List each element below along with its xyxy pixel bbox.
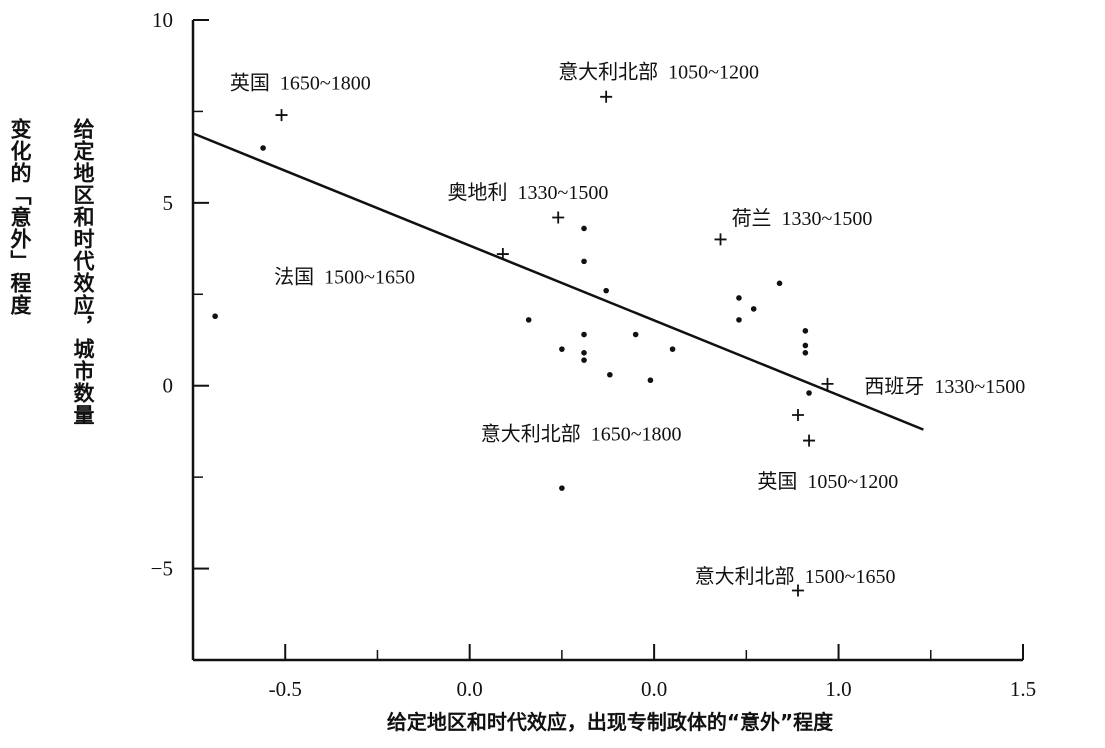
plus-data-point bbox=[275, 109, 288, 122]
regression-line bbox=[192, 132, 924, 431]
dot-data-point bbox=[581, 225, 587, 232]
point-annotation: 意大利北部 1500~1650 bbox=[695, 565, 896, 588]
dot-data-point bbox=[802, 328, 809, 334]
dot-data-point bbox=[559, 346, 565, 352]
x-axis-label: 给定地区和时代效应，出现专制政体的“意外”程度 bbox=[386, 710, 834, 734]
y-tick-label: −5 bbox=[151, 557, 173, 581]
point-annotation: 英国 1650~1800 bbox=[230, 71, 371, 94]
point-annotation: 英国 1050~1200 bbox=[757, 470, 898, 493]
plus-data-point bbox=[496, 248, 509, 261]
plus-data-point bbox=[791, 408, 804, 421]
dot-data-point bbox=[559, 485, 565, 491]
y-axis-label-line-2: 变化的「意外」程度 bbox=[8, 118, 32, 316]
y-tick-label: 10 bbox=[152, 8, 173, 32]
dot-data-point bbox=[525, 317, 532, 323]
dot-data-point bbox=[776, 280, 783, 287]
dot-data-point bbox=[603, 287, 609, 294]
dot-data-point bbox=[260, 145, 266, 151]
y-tick-label: 5 bbox=[163, 191, 174, 215]
point-annotation: 西班牙 1330~1500 bbox=[864, 375, 1025, 398]
point-annotation: 意大利北部 1650~1800 bbox=[481, 423, 682, 446]
dot-data-point bbox=[736, 295, 742, 301]
plus-data-point bbox=[821, 377, 834, 390]
dot-data-point bbox=[802, 342, 809, 349]
dot-data-point bbox=[736, 317, 742, 323]
x-tick-label: -0.5 bbox=[269, 677, 302, 701]
point-annotation: 法国 1500~1650 bbox=[274, 265, 415, 288]
dot-data-point bbox=[802, 350, 809, 356]
plus-data-point bbox=[714, 233, 727, 246]
dot-data-point bbox=[632, 331, 639, 338]
y-tick-label: 0 bbox=[163, 374, 174, 398]
plus-data-point bbox=[791, 584, 804, 597]
plus-data-point bbox=[552, 211, 565, 224]
x-tick-label: 1.5 bbox=[1010, 677, 1036, 701]
dot-data-point bbox=[581, 331, 587, 338]
dot-data-point bbox=[647, 377, 654, 384]
dot-data-point bbox=[581, 357, 587, 363]
dot-data-point bbox=[581, 350, 587, 356]
plus-data-point bbox=[600, 90, 613, 103]
dot-data-point bbox=[212, 313, 218, 320]
dot-data-point bbox=[607, 371, 613, 378]
x-tick-label: 0.0 bbox=[641, 677, 667, 701]
dot-data-point bbox=[806, 390, 812, 396]
dot-data-point bbox=[581, 258, 587, 265]
x-tick-label: 0.0 bbox=[457, 677, 483, 701]
y-axis-label-line-1: 给定地区和时代效应，城市数量 bbox=[71, 118, 95, 426]
dot-data-point bbox=[750, 306, 757, 312]
plus-data-point bbox=[803, 434, 816, 447]
point-annotation: 意大利北部 1050~1200 bbox=[558, 61, 759, 84]
point-annotation: 荷兰 1330~1500 bbox=[732, 207, 873, 230]
x-tick-label: 1.0 bbox=[825, 677, 851, 701]
dot-data-point bbox=[669, 346, 676, 352]
point-annotation: 奥地利 1330~1500 bbox=[448, 181, 609, 204]
